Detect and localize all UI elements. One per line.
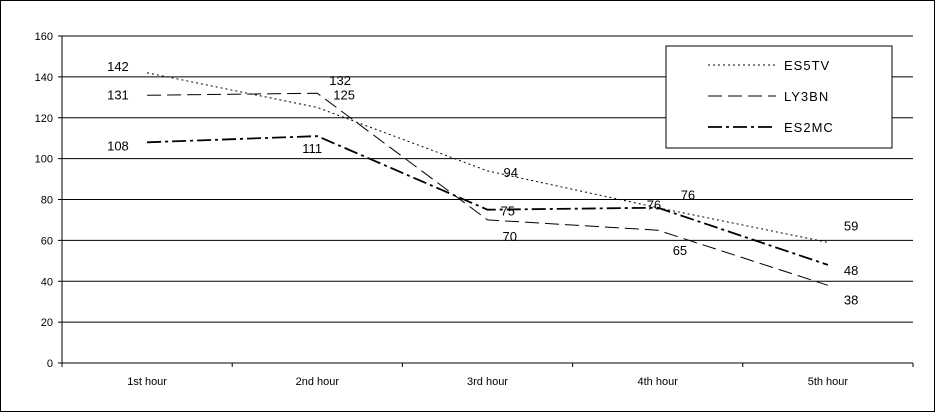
data-label: 38 [844,292,858,307]
series-line-es5tv [147,72,828,243]
y-tick-label: 100 [35,154,53,166]
data-labels: 142 125 94 76 59 131 132 70 65 38 108 111 75 76 48 [107,59,858,308]
x-tick-label: 3rd hour [467,376,508,388]
y-tick-label: 40 [41,276,53,288]
data-label: 59 [844,218,858,233]
y-axis-ticks: 0 20 40 60 80 100 120 140 160 [35,31,62,370]
data-label: 108 [107,138,129,153]
data-label: 125 [333,88,355,103]
data-label: 76 [681,188,695,203]
data-label: 75 [501,204,515,219]
data-label: 76 [647,198,661,213]
y-tick-label: 140 [35,72,53,84]
y-tick-label: 80 [41,195,53,207]
data-label: 70 [503,229,517,244]
y-tick-label: 160 [35,31,53,43]
legend-box [665,45,893,149]
gridlines [62,35,913,323]
data-label: 111 [302,141,322,156]
series-line-ly3bn [147,92,829,286]
series-lines [147,72,829,286]
x-tick-label: 5th hour [808,376,849,388]
series-line-es2mc [147,135,829,266]
data-label: 65 [673,243,687,258]
legend-label: LY3BN [784,89,829,104]
legend: ES5TV LY3BN ES2MC [665,45,893,149]
data-label: 94 [504,165,518,180]
y-tick-label: 60 [41,235,53,247]
x-tick-label: 2nd hour [296,376,340,388]
y-tick-label: 120 [35,113,53,125]
data-label: 132 [329,73,351,88]
x-tick-label: 4th hour [638,376,679,388]
data-label: 142 [107,59,129,74]
y-tick-label: 20 [41,317,53,329]
legend-label: ES2MC [784,120,834,135]
data-label: 48 [844,263,858,278]
x-tick-label: 1st hour [127,376,167,388]
y-tick-label: 0 [47,358,53,370]
x-axis-ticks: 1st hour 2nd hour 3rd hour 4th hour 5th hour [61,363,914,388]
data-label: 131 [107,87,129,102]
legend-label: ES5TV [784,58,830,73]
